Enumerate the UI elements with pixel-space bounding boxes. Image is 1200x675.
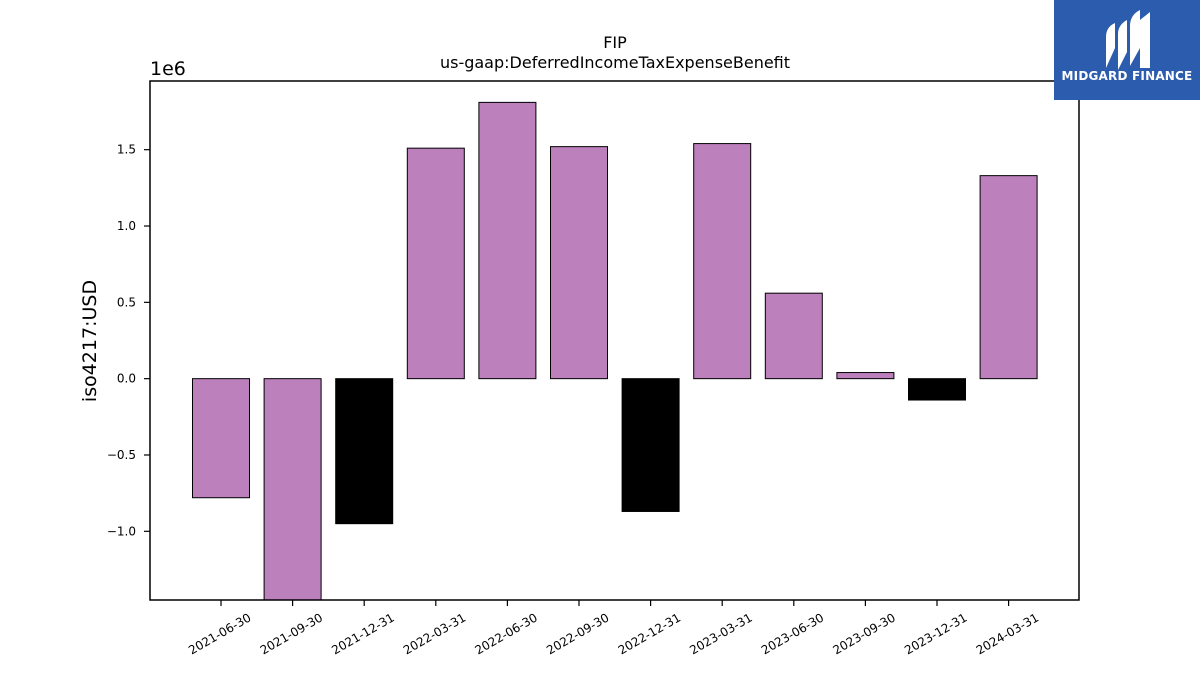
bar-2021-09-30: [263, 378, 322, 601]
x-tick-label: 2022-06-30: [472, 610, 539, 657]
bar-2022-12-31: [621, 378, 680, 512]
y-offset-label: 1e6: [150, 58, 186, 80]
x-tick-label: 2022-03-31: [401, 610, 468, 657]
y-tick-label: −0.5: [107, 448, 136, 462]
x-tick-label: 2022-12-31: [616, 610, 683, 657]
bar-2022-03-31: [406, 147, 465, 380]
x-tick-label: 2021-06-30: [186, 610, 253, 657]
chart-title: FIP: [603, 33, 627, 52]
y-tick-label: −1.0: [107, 524, 136, 538]
logo-text: MIDGARD FINANCE: [1061, 69, 1193, 83]
midgard-logo-icon: [1106, 10, 1150, 70]
x-tick-label: 2021-12-31: [329, 610, 396, 657]
y-tick-label: 0.0: [117, 372, 136, 386]
x-tick-label: 2022-09-30: [544, 610, 611, 657]
y-tick-label: 1.5: [117, 143, 136, 157]
bar-2022-06-30: [478, 101, 537, 380]
x-tick-label: 2023-09-30: [830, 610, 897, 657]
plot-frame: [149, 80, 1080, 601]
bar-2023-12-31: [908, 378, 966, 401]
x-tick-label: 2023-12-31: [902, 610, 969, 657]
x-tick-label: 2023-06-30: [759, 610, 826, 657]
y-tick-label: 0.5: [117, 295, 136, 309]
bar-2024-03-31: [979, 175, 1038, 380]
x-tick-label: 2021-09-30: [258, 610, 325, 657]
bar-2021-12-31: [335, 378, 394, 525]
brand-logo: MIDGARD FINANCE: [1054, 0, 1200, 100]
bar-2023-09-30: [836, 372, 895, 380]
bar-2022-09-30: [550, 146, 608, 380]
x-tick-label: 2023-03-31: [687, 610, 754, 657]
y-axis-label: iso4217:USD: [79, 280, 101, 402]
bar-2023-06-30: [764, 292, 823, 380]
y-tick-label: 1.0: [117, 219, 136, 233]
chart-subtitle: us-gaap:DeferredIncomeTaxExpenseBenefit: [440, 53, 790, 72]
x-tick-label: 2024-03-31: [974, 610, 1041, 657]
bar-2023-03-31: [693, 143, 752, 380]
bar-2021-06-30: [192, 378, 250, 499]
